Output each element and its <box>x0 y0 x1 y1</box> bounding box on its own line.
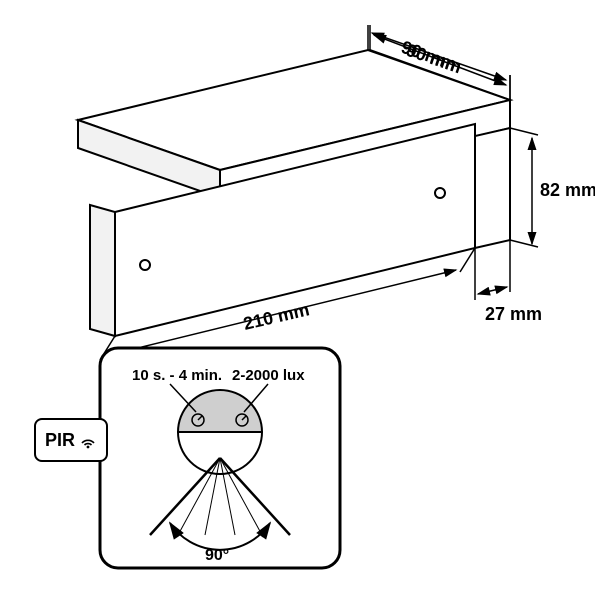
pir-time-label: 10 s. - 4 min. <box>132 367 222 384</box>
pir-badge-text: PIR <box>45 430 75 451</box>
pir-angle-label: 90° <box>205 547 229 564</box>
pir-lux-label: 2-2000 lux <box>232 367 305 384</box>
pir-badge: PIR <box>34 418 108 462</box>
diagram-canvas: 90 mm 210 mm 82 mm 27 mm <box>0 0 595 600</box>
dim-foot: 27 mm <box>485 304 542 324</box>
isometric-drawing: 90 mm 210 mm 82 mm 27 mm <box>0 0 595 600</box>
wifi-icon <box>79 431 97 449</box>
dim-height: 82 mm <box>540 180 595 200</box>
